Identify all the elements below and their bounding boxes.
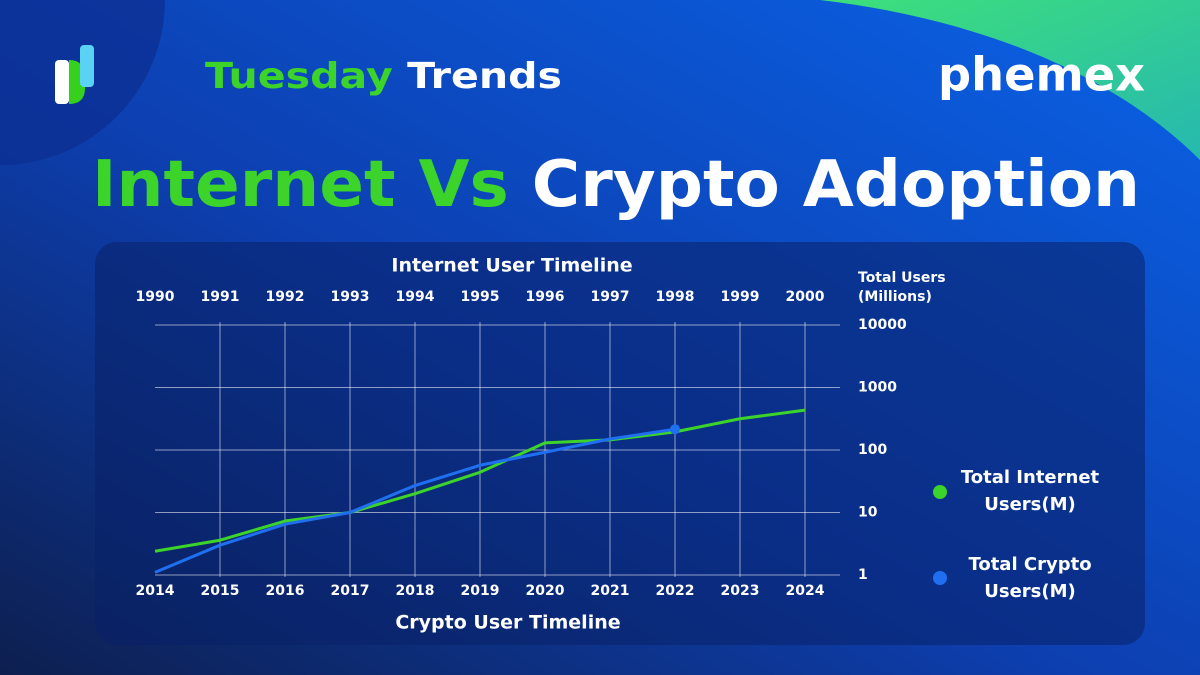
top-tick-label: 1996: [526, 289, 565, 305]
top-tick-label: 1992: [266, 289, 305, 305]
bottom-tick-label: 2016: [266, 583, 305, 599]
top-tick-label: 1997: [591, 289, 630, 305]
top-tick-label: 1998: [656, 289, 695, 305]
bottom-tick-label: 2020: [526, 583, 565, 599]
series-name: Tuesday Trends: [205, 56, 562, 97]
y-label-2: (Millions): [858, 289, 932, 305]
y-tick-label: 1: [858, 567, 868, 583]
series-name-b: Trends: [407, 56, 562, 97]
end-marker: [670, 424, 680, 435]
bottom-tick-label: 2023: [721, 583, 760, 599]
logo-icon: [55, 45, 94, 104]
bottom-tick-label: 2022: [656, 583, 695, 599]
top-tick-label: 1995: [461, 289, 500, 305]
y-tick-label: 10: [858, 505, 878, 521]
legend-dot: [933, 571, 947, 585]
bottom-tick-label: 2024: [786, 583, 825, 599]
main-title: Internet Vs Crypto Adoption: [92, 148, 1140, 222]
top-axis-title: Internet User Timeline: [391, 255, 632, 277]
bottom-tick-label: 2015: [201, 583, 240, 599]
series-line: [154, 408, 806, 553]
title-a: Internet Vs: [92, 148, 509, 222]
bottom-axis-title: Crypto User Timeline: [395, 612, 620, 634]
legend-internet: Total Internet Users(M): [960, 467, 1100, 515]
series-name-a: Tuesday: [205, 56, 393, 97]
top-tick-label: 1999: [721, 289, 760, 305]
y-tick-label: 10000: [858, 317, 907, 333]
legend-crypto: Total Crypto Users(M): [968, 554, 1092, 602]
bottom-tick-label: 2021: [591, 583, 630, 599]
bottom-tick-label: 2017: [331, 583, 370, 599]
brand: phemex: [938, 48, 1145, 102]
corner-wave: [820, 0, 1200, 160]
bottom-tick-label: 2014: [136, 583, 175, 599]
legend-dot: [933, 485, 947, 499]
chart-panel: [95, 242, 1145, 645]
top-tick-label: 1991: [201, 289, 240, 305]
title-b: Crypto Adoption: [532, 148, 1140, 222]
top-tick-label: 2000: [786, 289, 825, 305]
bottom-tick-label: 2019: [461, 583, 500, 599]
series-line: [154, 427, 676, 574]
bottom-tick-label: 2018: [396, 583, 435, 599]
y-tick-label: 100: [858, 442, 887, 458]
y-label-1: Total Users: [858, 270, 946, 286]
top-tick-label: 1994: [396, 289, 435, 305]
top-tick-label: 1990: [136, 289, 175, 305]
top-tick-label: 1993: [331, 289, 370, 305]
y-tick-label: 1000: [858, 380, 897, 396]
